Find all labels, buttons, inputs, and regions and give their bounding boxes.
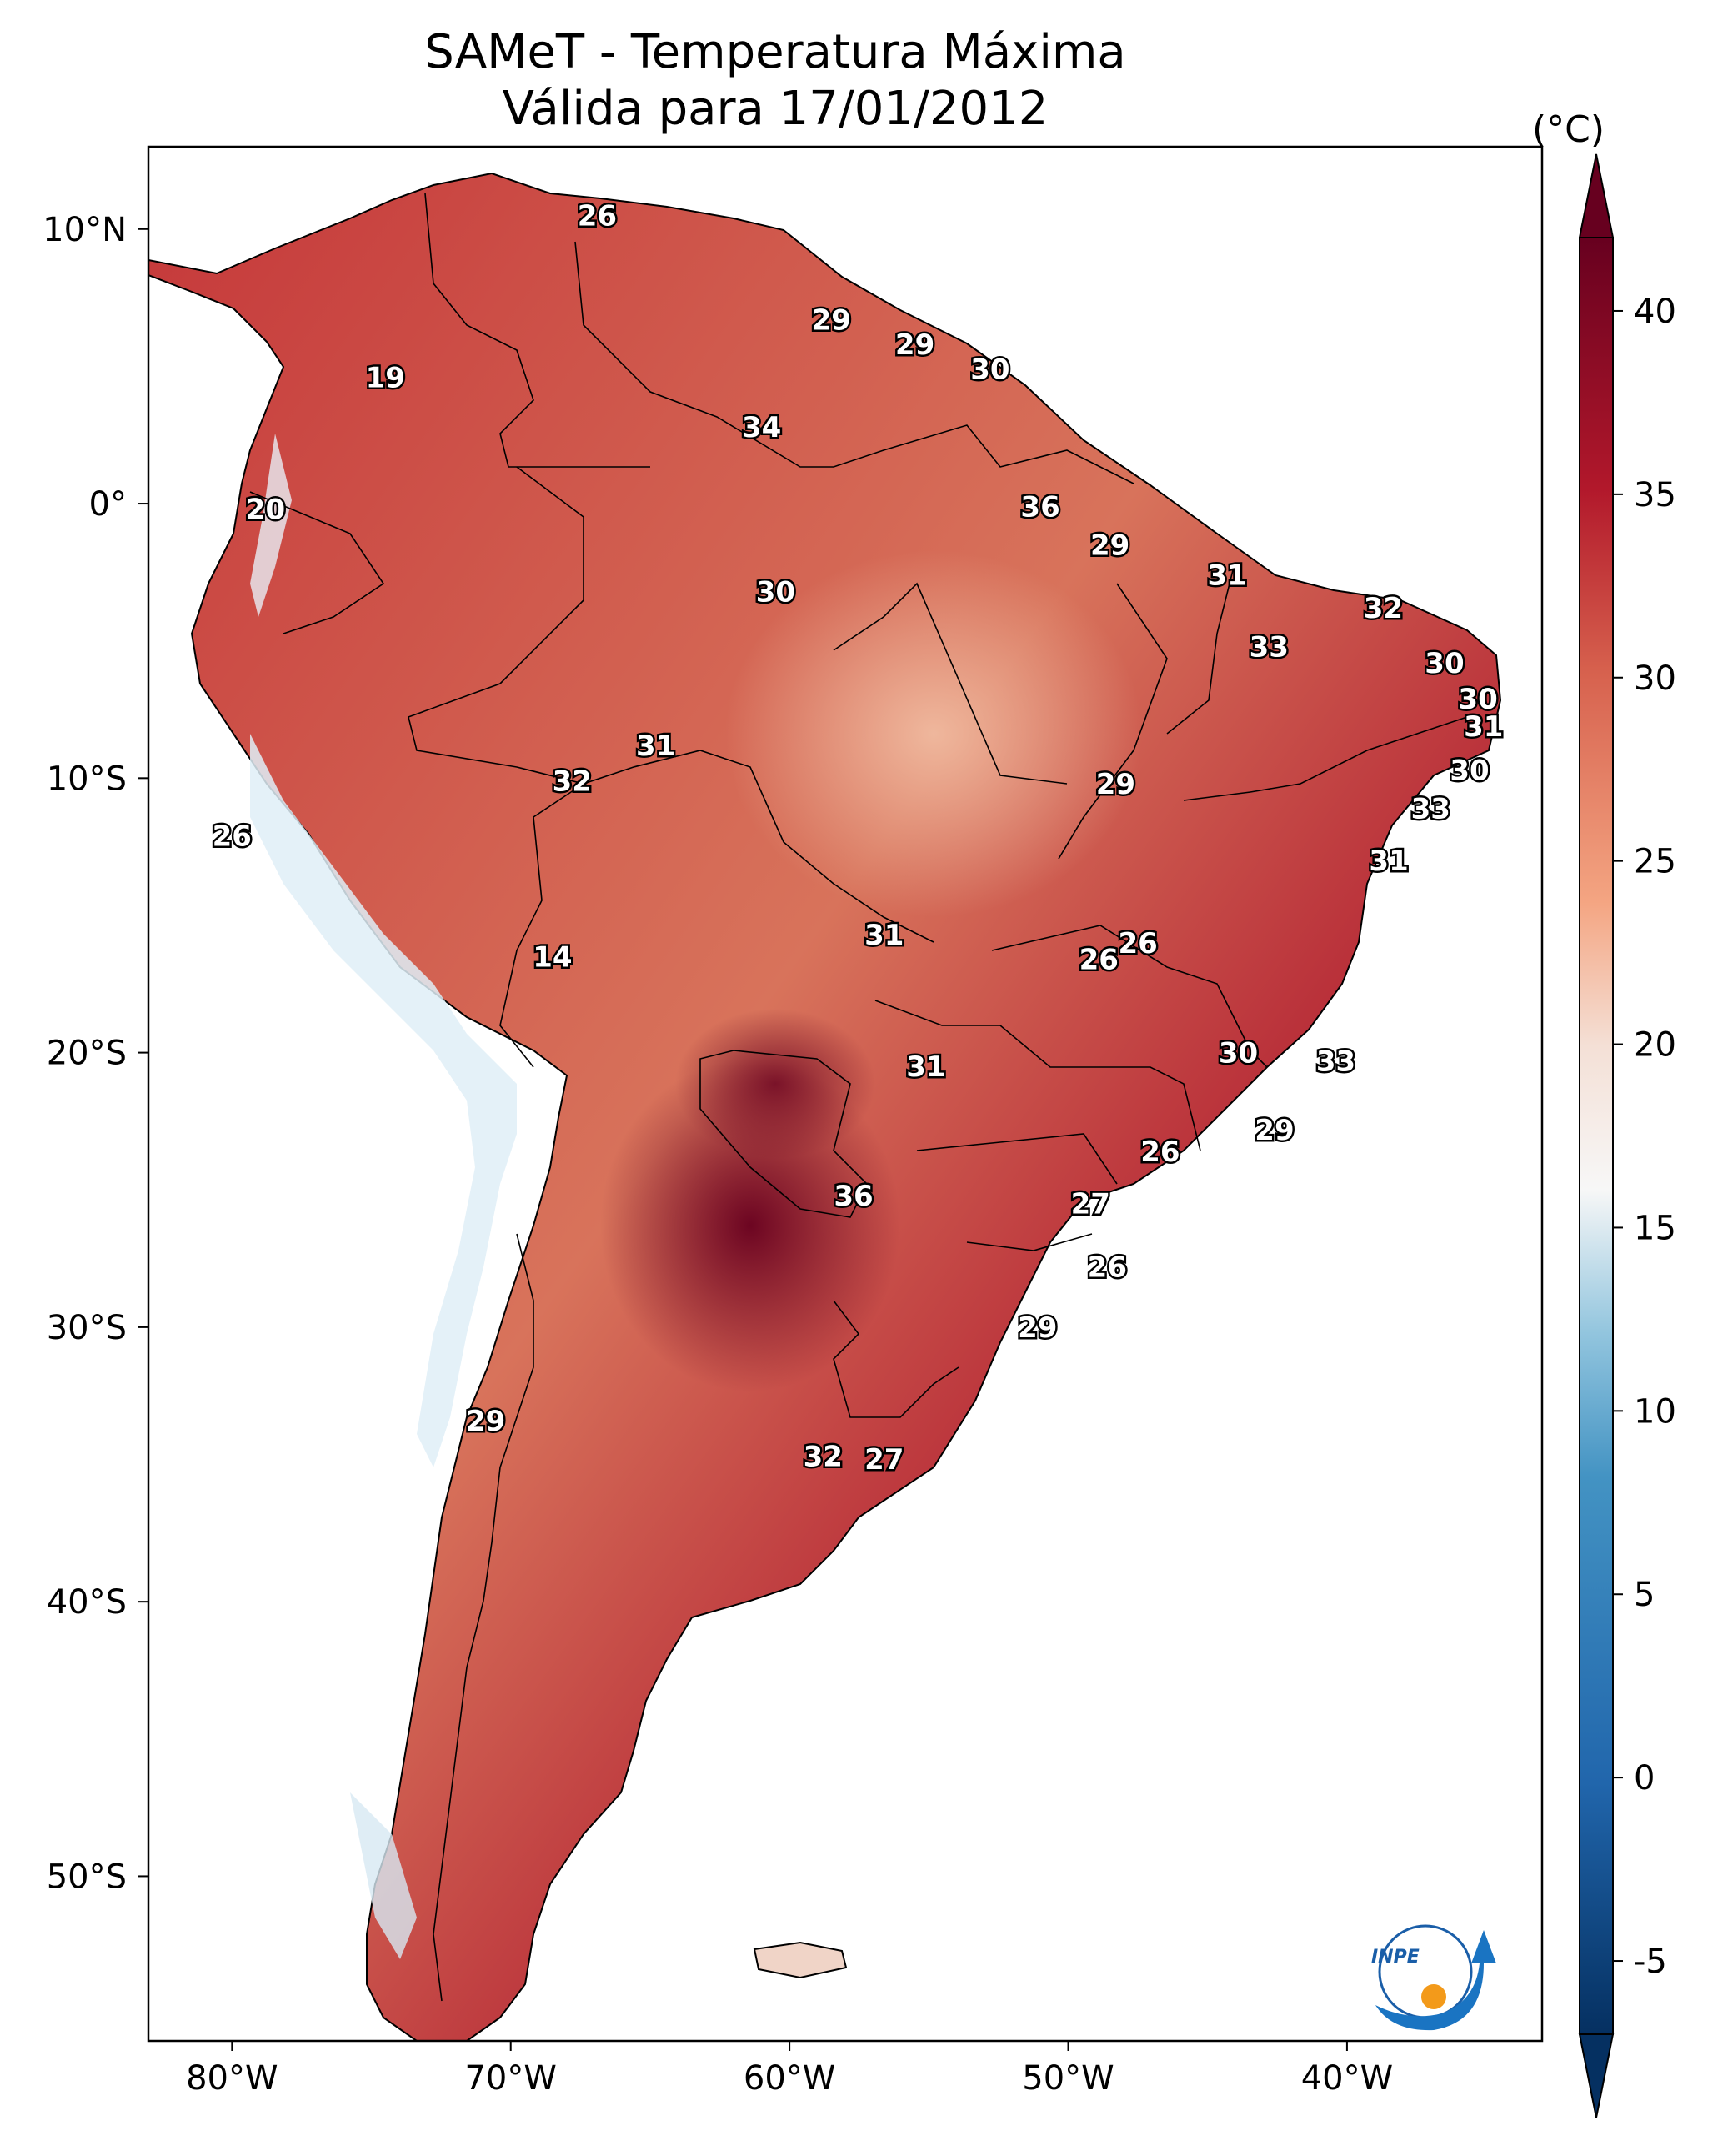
temperature-value-label: 26 (1140, 1136, 1180, 1169)
y-tick-label: 30°S (47, 1309, 127, 1347)
andes-cool-band (250, 734, 517, 1467)
temperature-value-label: 29 (812, 303, 851, 337)
y-tick-label: 50°S (47, 1858, 127, 1896)
temperature-value-label: 31 (1464, 710, 1503, 744)
temperature-value-label: 32 (553, 765, 592, 799)
x-tick-label: 70°W (464, 2059, 556, 2098)
temperature-value-label: 26 (1079, 944, 1119, 977)
colorbar-min-extend (1578, 2033, 1615, 2118)
temperature-value-label: 30 (1450, 754, 1489, 787)
temperature-value-label: 34 (742, 411, 781, 444)
temperature-value-label: 33 (1316, 1045, 1355, 1078)
temperature-value-label: 31 (1207, 559, 1246, 593)
country-borders (249, 193, 1468, 2002)
temperature-value-label: 36 (834, 1180, 873, 1213)
mild-region-central-brazil (725, 550, 1142, 917)
x-tick-label: 80°W (186, 2059, 278, 2098)
temperature-value-label: 29 (1090, 529, 1129, 562)
patagonia-cool-patch (350, 1792, 417, 1959)
temperature-value-label: 31 (864, 919, 904, 952)
colorbar: -5 0 5 10 15 20 25 30 35 40 (1578, 153, 1676, 2118)
y-tick-label: 10°S (47, 760, 127, 798)
temperature-value-label: 29 (1096, 768, 1135, 801)
colorbar-max-extend (1578, 153, 1615, 238)
temperature-value-label: 19 (366, 362, 405, 395)
temperature-value-label: 31 (1369, 845, 1408, 878)
temperature-value-label: 26 (1088, 1251, 1127, 1284)
temperature-value-label: 20 (246, 494, 285, 527)
colorbar-tick-label: -5 (1634, 1943, 1667, 1981)
colorbar-gradient (1579, 237, 1614, 2035)
colorbar-tick-label: 20 (1634, 1026, 1676, 1065)
temperature-value-label: 27 (864, 1443, 904, 1477)
figure-title-line1: SAMeT - Temperatura Máxima (424, 25, 1126, 79)
x-axis: 80°W 70°W 60°W 50°W 40°W (186, 2041, 1393, 2098)
colorbar-tick-label: 35 (1634, 476, 1676, 514)
colorbar-unit-label: (°C) (1532, 108, 1605, 151)
temperature-value-label: 30 (756, 575, 795, 609)
colorbar-tick-label: 25 (1634, 843, 1676, 881)
temperature-value-label: 29 (1255, 1114, 1294, 1147)
x-tick-label: 60°W (744, 2059, 835, 2098)
y-tick-label: 10°N (43, 211, 127, 249)
y-tick-label: 0° (89, 485, 127, 524)
colorbar-tick-label: 30 (1634, 659, 1676, 698)
temperature-value-label: 26 (213, 820, 252, 853)
inpe-logo (1375, 1924, 1496, 2031)
x-tick-label: 40°W (1301, 2059, 1393, 2098)
temperature-value-label: 14 (533, 940, 572, 974)
temperature-value-label: 30 (1425, 647, 1464, 680)
colorbar-tick-label: 40 (1634, 293, 1676, 331)
y-tick-label: 20°S (47, 1035, 127, 1073)
temperature-value-label: 31 (906, 1050, 945, 1084)
falkland-islands (753, 1941, 848, 1979)
temperature-value-label: 26 (578, 199, 617, 233)
temperature-value-label: 32 (804, 1441, 843, 1474)
andes-north-cool-band (250, 434, 292, 617)
colorbar-tick-label: 10 (1634, 1392, 1676, 1431)
temperature-value-label: 27 (1071, 1188, 1110, 1221)
temperature-value-label: 29 (895, 328, 934, 362)
colorbar-tick-label: 15 (1634, 1209, 1676, 1247)
temperature-value-label: 29 (466, 1405, 505, 1438)
y-axis: 10°N 0° 10°S 20°S 30°S 40°S 50°S (43, 211, 148, 1896)
x-tick-label: 50°W (1022, 2059, 1114, 2098)
map-frame (147, 145, 1544, 2043)
heat-core-pantanal (675, 1009, 875, 1159)
figure-title-line2: Válida para 17/01/2012 (502, 82, 1049, 136)
inpe-logo-text: INPE (1371, 1947, 1420, 1968)
temperature-value-label: 36 (1020, 490, 1059, 524)
temperature-value-label: 33 (1411, 793, 1450, 826)
temperature-value-label: 26 (1118, 927, 1157, 960)
temperature-value-label: 31 (636, 730, 675, 763)
temperature-value-label: 32 (1364, 592, 1403, 625)
colorbar-tick-label: 5 (1634, 1576, 1655, 1614)
temperature-value-label: 29 (1018, 1311, 1057, 1345)
temperature-value-label: 33 (1250, 630, 1289, 664)
temperature-value-label: 30 (1458, 683, 1497, 716)
colorbar-tick-label: 0 (1634, 1759, 1655, 1798)
temperature-value-label: 30 (970, 353, 1009, 387)
temperature-value-label: 30 (1219, 1037, 1258, 1070)
y-tick-label: 40°S (47, 1583, 127, 1622)
